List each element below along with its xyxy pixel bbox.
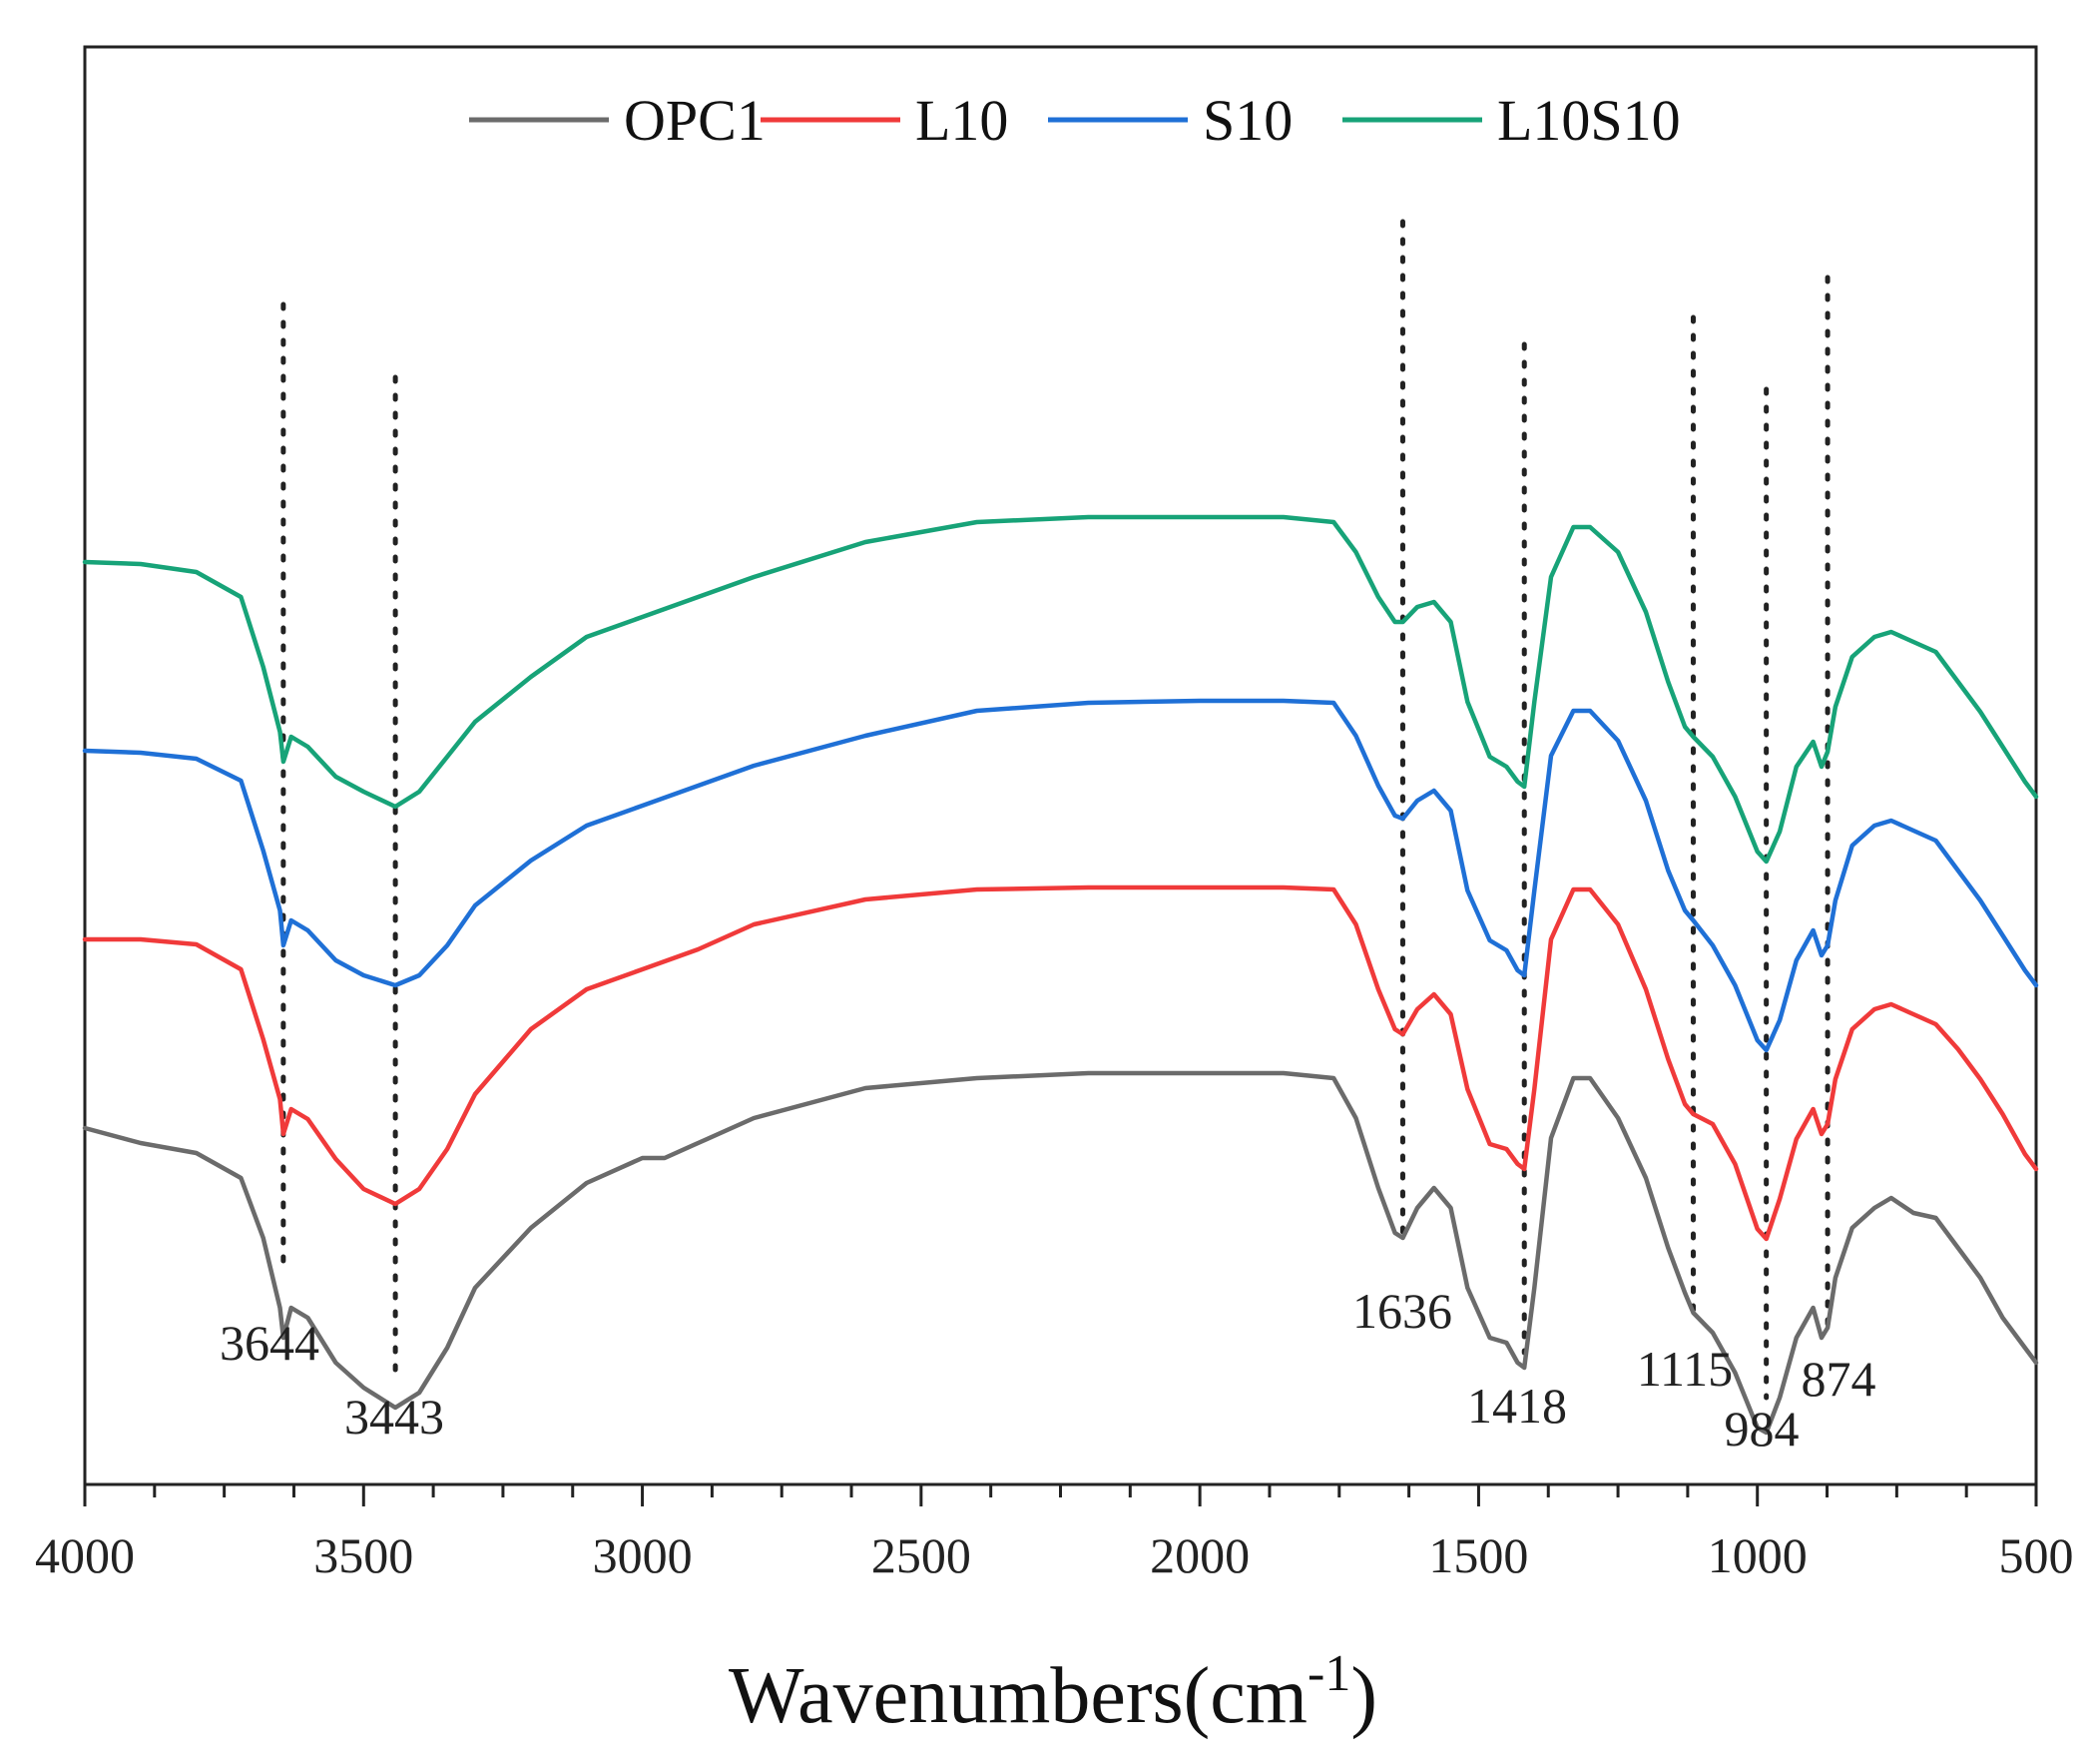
x-axis-title: Wavenumbers(cm-1) [729, 1645, 1377, 1740]
x-tick-label: 3500 [313, 1527, 413, 1583]
x-tick-label: 500 [1999, 1527, 2074, 1583]
x-axis-title-close: ) [1350, 1652, 1377, 1740]
series-line-opc1 [82, 1070, 2039, 1436]
x-tick-label: 1000 [1708, 1527, 1808, 1583]
x-axis-tick-labels: 4000 3500 3000 2500 2000 1500 1000 500 [35, 1527, 2074, 1583]
x-tick-label: 3000 [593, 1527, 693, 1583]
legend-label-l10: L10 [915, 88, 1008, 153]
legend-label-opc1: OPC1 [624, 88, 766, 153]
peak-label-984: 984 [1725, 1401, 1800, 1457]
peak-label-1115: 1115 [1637, 1341, 1733, 1397]
series-line-l10 [82, 884, 2039, 1242]
legend-label-l10s10: L10S10 [1497, 88, 1681, 153]
x-tick-label: 2500 [871, 1527, 971, 1583]
x-axis-ticks [83, 1484, 2038, 1506]
x-tick-label: 1500 [1428, 1527, 1528, 1583]
legend-label-s10: S10 [1203, 88, 1293, 153]
peak-label-874: 874 [1802, 1351, 1876, 1407]
x-axis-title-superscript: -1 [1308, 1645, 1350, 1702]
peak-label-3644: 3644 [220, 1315, 319, 1371]
series-line-s10 [82, 698, 2039, 1053]
peak-label-1636: 1636 [1352, 1283, 1452, 1339]
peak-label-3443: 3443 [344, 1389, 444, 1445]
x-axis-title-text: Wavenumbers(cm [729, 1652, 1308, 1740]
peak-marker-lines [280, 219, 1831, 1401]
peak-label-1418: 1418 [1467, 1378, 1567, 1434]
legend: OPC1 L10 S10 L10S10 [469, 88, 1681, 153]
series-lines [82, 514, 2039, 1436]
series-line-l10s10 [82, 514, 2039, 865]
x-tick-label: 2000 [1150, 1527, 1250, 1583]
x-tick-label: 4000 [35, 1527, 135, 1583]
plot-frame [83, 45, 2038, 1486]
